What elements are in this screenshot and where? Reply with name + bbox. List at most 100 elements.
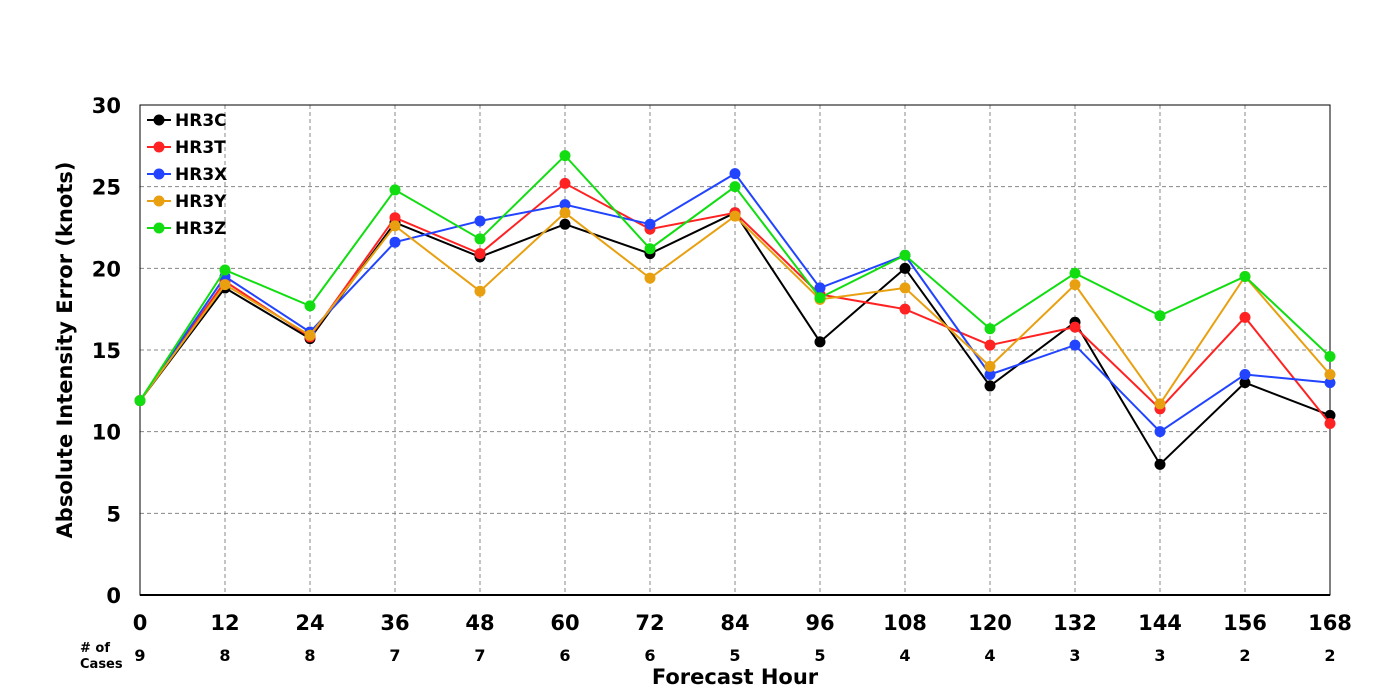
y-axis-ticks: 0 5 10 15 20 25 30 <box>92 94 121 608</box>
data-point-hr3y <box>1069 279 1081 291</box>
data-point-hr3z <box>729 181 741 193</box>
data-point-hr3y <box>559 207 571 219</box>
x-tick-label: 48 <box>465 611 494 635</box>
data-point-hr3z <box>219 264 231 276</box>
data-point-hr3c <box>984 380 996 392</box>
legend-swatch-marker <box>153 168 165 180</box>
case-count: 7 <box>389 646 400 665</box>
data-point-hr3y <box>304 329 316 341</box>
x-tick-label: 0 <box>133 611 148 635</box>
x-tick-label: 96 <box>805 611 834 635</box>
case-count: 8 <box>304 646 315 665</box>
legend-item-hr3y: HR3Y <box>147 192 227 212</box>
case-count: 5 <box>814 646 825 665</box>
legend-label: HR3Z <box>175 219 226 239</box>
case-count: 4 <box>899 646 910 665</box>
data-point-hr3c <box>559 218 571 230</box>
legend-label: HR3C <box>175 111 227 131</box>
data-point-hr3x <box>1239 369 1251 380</box>
x-tick-label: 72 <box>635 611 664 635</box>
y-tick-label: 25 <box>92 176 121 200</box>
data-point-hr3y <box>644 272 656 284</box>
x-tick-label: 24 <box>295 611 324 635</box>
data-point-hr3c <box>899 262 911 274</box>
legend-swatch-marker <box>153 114 165 126</box>
data-point-hr3y <box>389 220 401 232</box>
legend-item-hr3x: HR3X <box>147 165 227 185</box>
case-count: 3 <box>1154 646 1165 665</box>
data-point-hr3c <box>1324 409 1336 421</box>
data-point-hr3z <box>899 249 911 261</box>
data-point-hr3x <box>814 282 826 294</box>
data-point-hr3x <box>644 218 656 230</box>
y-tick-label: 0 <box>106 584 121 608</box>
data-point-hr3y <box>1154 398 1166 410</box>
legend-label: HR3X <box>175 165 227 185</box>
data-point-hr3c <box>814 336 826 348</box>
legend-label: HR3T <box>175 138 226 158</box>
data-point-hr3x <box>1324 377 1336 389</box>
x-axis-title: Forecast Hour <box>652 665 819 689</box>
data-point-hr3z <box>984 323 996 335</box>
legend-swatch-marker <box>153 222 165 234</box>
case-count: 4 <box>984 646 995 665</box>
x-tick-label: 120 <box>968 611 1012 635</box>
data-point-hr3z <box>814 292 826 304</box>
data-point-hr3y <box>219 279 231 291</box>
x-tick-label: 108 <box>883 611 927 635</box>
data-point-hr3z <box>559 150 571 162</box>
data-point-hr3x <box>474 215 486 227</box>
data-point-hr3z <box>644 243 656 255</box>
data-point-hr3x <box>1069 339 1081 351</box>
case-count: 9 <box>134 646 145 665</box>
data-point-hr3x <box>559 199 571 211</box>
legend-swatch-marker <box>153 195 165 207</box>
data-point-hr3z <box>304 300 316 312</box>
x-axis-ticks: 0 12 24 36 48 60 72 84 96 108 120 132 144 156 168 <box>133 611 1352 635</box>
case-count: 5 <box>729 646 740 665</box>
data-point-hr3t <box>559 177 571 189</box>
data-point-hr3z <box>474 233 486 245</box>
data-point-hr3t <box>1069 321 1081 333</box>
case-count: 6 <box>644 646 655 665</box>
data-point-hr3t <box>389 212 401 224</box>
data-point-hr3t <box>984 339 996 351</box>
case-count: 6 <box>559 646 570 665</box>
case-count: 8 <box>219 646 230 665</box>
data-point-hr3z <box>1324 351 1336 363</box>
x-tick-label: 36 <box>380 611 409 635</box>
y-tick-label: 30 <box>92 94 121 118</box>
x-tick-label: 60 <box>550 611 579 635</box>
legend-swatch-marker <box>153 141 165 153</box>
legend-item-hr3c: HR3C <box>147 111 227 131</box>
case-count: 3 <box>1069 646 1080 665</box>
data-point-hr3y <box>899 282 911 294</box>
data-point-hr3y <box>474 285 486 297</box>
data-point-hr3x <box>389 236 401 248</box>
data-point-hr3x <box>1154 426 1166 438</box>
y-tick-label: 15 <box>92 339 121 363</box>
cases-label-line1: # of <box>80 641 110 656</box>
data-point-hr3c <box>1154 458 1166 470</box>
data-point-hr3t <box>899 303 911 315</box>
case-count: 2 <box>1239 646 1250 665</box>
legend-item-hr3t: HR3T <box>147 138 226 158</box>
x-tick-label: 156 <box>1223 611 1267 635</box>
data-point-hr3z <box>1154 310 1166 322</box>
plot-frame <box>139 104 1331 596</box>
y-tick-label: 5 <box>106 502 121 526</box>
case-count: 7 <box>474 646 485 665</box>
cases-label-line2: Cases <box>80 657 123 672</box>
data-point-hr3c <box>1239 377 1251 389</box>
x-tick-label: 12 <box>210 611 239 635</box>
data-point-hr3z <box>1239 271 1251 282</box>
series-hr3z <box>134 150 1336 407</box>
y-tick-label: 10 <box>92 421 121 445</box>
y-tick-label: 20 <box>92 257 121 281</box>
legend-label: HR3Y <box>175 192 227 212</box>
legend-item-hr3z: HR3Z <box>147 219 226 239</box>
x-tick-label: 144 <box>1138 611 1182 635</box>
data-point-hr3y <box>1324 369 1336 380</box>
legend: HR3C HR3T HR3X HR3Y HR3Z <box>147 111 227 239</box>
